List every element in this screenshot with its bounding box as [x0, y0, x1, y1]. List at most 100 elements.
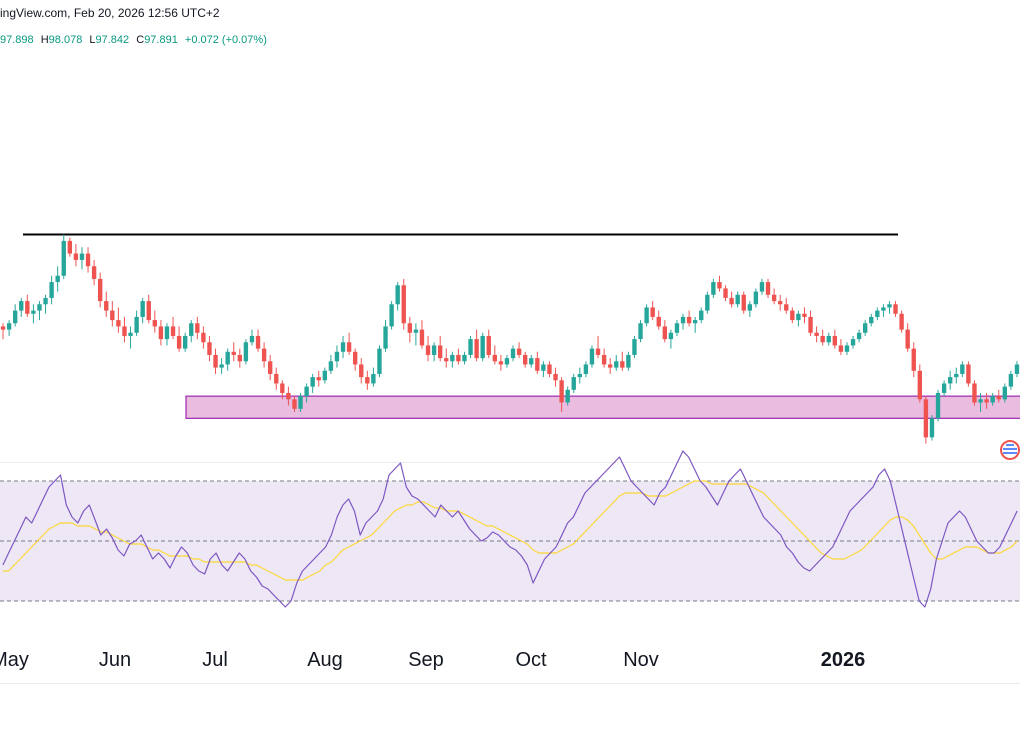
candle	[984, 392, 989, 409]
candle-body	[201, 332, 206, 343]
candle	[67, 237, 73, 257]
candle	[6, 320, 12, 336]
x-tick-label: Nov	[623, 649, 659, 671]
candle	[875, 307, 880, 321]
close-value: 97.891	[144, 34, 178, 46]
candle	[0, 323, 6, 340]
candle	[954, 367, 959, 384]
candle	[923, 396, 929, 444]
candle-body	[705, 294, 710, 311]
close-label: C	[136, 34, 145, 46]
candle	[480, 332, 485, 362]
x-tick-label: Jul	[202, 649, 228, 671]
candle-body	[437, 345, 443, 359]
candle-body	[25, 301, 30, 314]
candle	[170, 316, 176, 340]
candle-body	[274, 373, 279, 384]
candle	[37, 301, 42, 321]
candle-body	[328, 361, 334, 371]
candle	[644, 304, 649, 327]
candle-body	[359, 364, 364, 378]
candle	[802, 307, 807, 324]
candle-body	[607, 364, 613, 368]
candle	[553, 367, 558, 387]
candle	[838, 339, 844, 355]
candle	[377, 345, 382, 378]
candle	[255, 329, 261, 352]
candle	[935, 389, 941, 422]
candle-body	[601, 354, 607, 365]
candle-body	[911, 348, 916, 371]
candle	[152, 310, 158, 333]
candle-body	[692, 320, 698, 324]
ohlc-legend: 97.898 H98.078 L97.842 C97.891 +0.072 (+…	[0, 34, 271, 46]
candle	[680, 313, 686, 330]
x-axis: May Jun Jul Aug Sep Oct Nov 2026	[0, 649, 865, 671]
candle	[686, 310, 692, 327]
candle	[650, 301, 655, 321]
candle-body	[334, 351, 340, 362]
candle	[941, 380, 947, 397]
rsi-ma-line	[2, 480, 1018, 581]
candle-body	[917, 370, 923, 400]
candle-body	[577, 373, 583, 378]
candle	[541, 361, 546, 378]
candle	[826, 332, 831, 346]
candle	[91, 259, 97, 286]
change-value: +0.072 (+0.07%)	[184, 34, 267, 46]
candle-body	[61, 240, 66, 276]
candle-body	[225, 351, 230, 365]
candle-body	[747, 304, 753, 311]
candle	[110, 301, 115, 327]
candle-body	[711, 282, 716, 295]
candle-body	[759, 282, 765, 292]
candle	[31, 304, 36, 324]
candle	[340, 335, 346, 359]
candle-body	[231, 351, 236, 355]
axis-bottom-border	[0, 683, 1020, 684]
tradingview-logo-icon[interactable]	[1000, 440, 1020, 460]
candle	[522, 351, 528, 368]
candle	[996, 389, 1001, 403]
candle-body	[990, 396, 995, 403]
candle-body	[444, 358, 449, 362]
candle	[565, 386, 570, 406]
candle	[869, 313, 874, 327]
candle-body	[310, 377, 315, 387]
x-tick-label: Sep	[408, 649, 444, 671]
candle	[814, 326, 819, 343]
source-header: ingView.com, Feb 20, 2026 12:56 UTC+2	[0, 6, 220, 20]
candle-body	[638, 323, 643, 340]
candle-body	[547, 364, 552, 374]
candle-body	[796, 313, 801, 321]
candle-body	[626, 354, 631, 368]
candle	[55, 266, 60, 292]
price-pane[interactable]	[0, 233, 1020, 444]
candle-body	[881, 307, 886, 311]
candle	[595, 335, 601, 359]
candle	[474, 329, 479, 362]
candle-body	[298, 396, 303, 409]
candle	[844, 342, 850, 355]
candle	[407, 316, 413, 343]
candle-body	[559, 380, 564, 403]
candle	[213, 348, 218, 374]
candle	[365, 370, 370, 390]
candle-body	[893, 304, 898, 314]
candle	[577, 367, 583, 384]
candle	[261, 342, 267, 368]
candle-body	[935, 392, 941, 419]
candle	[571, 373, 576, 393]
candle-body	[182, 335, 188, 349]
candle-body	[401, 285, 406, 324]
candle-body	[158, 326, 164, 340]
candle-body	[680, 316, 686, 324]
pane-separator	[0, 462, 1020, 463]
candle-body	[504, 358, 510, 365]
rsi-pane	[0, 450, 1020, 608]
candle-body	[480, 335, 485, 359]
candle-body	[492, 354, 498, 362]
candle-body	[389, 304, 394, 327]
candle	[237, 348, 243, 368]
